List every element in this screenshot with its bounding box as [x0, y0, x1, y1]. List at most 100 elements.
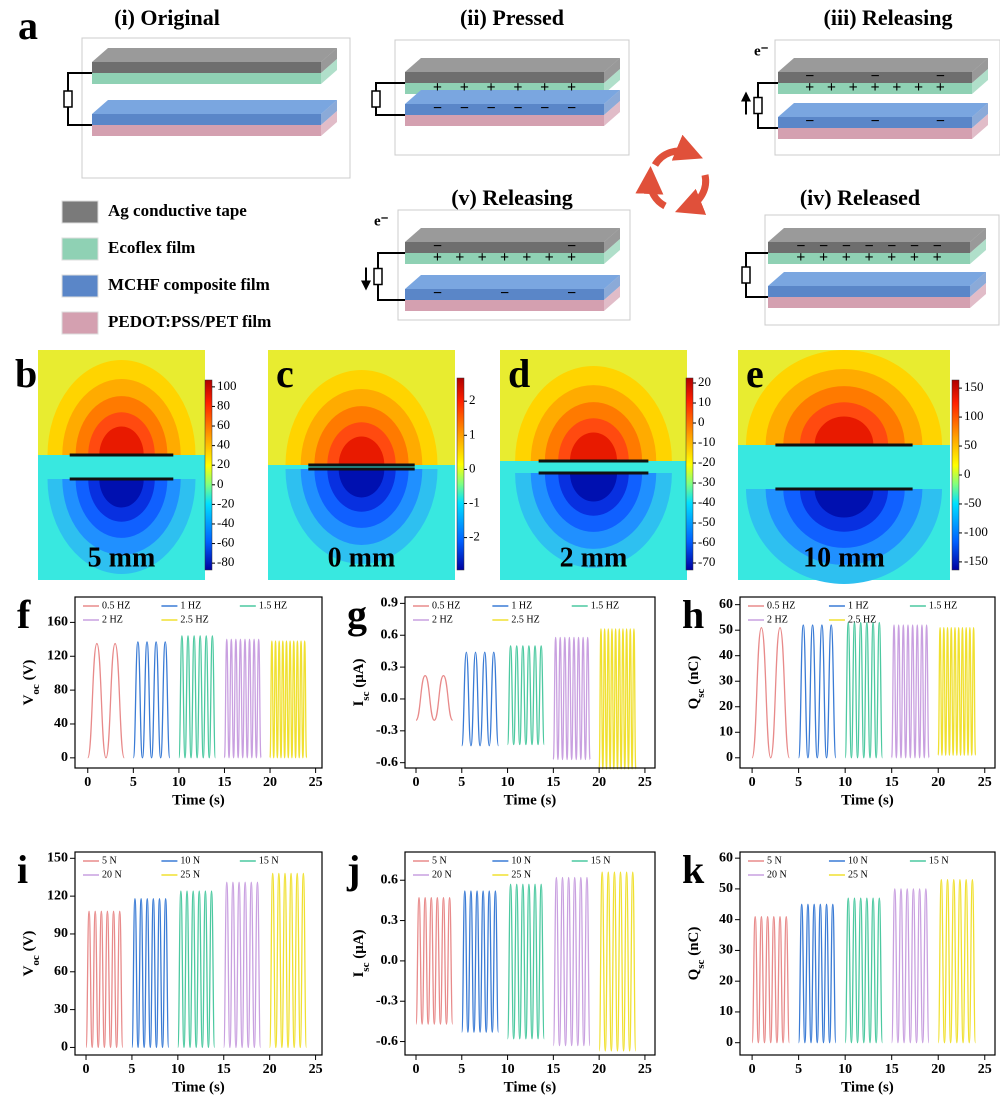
colorbar-tick-label: -30 [698, 474, 715, 489]
data-line [506, 883, 545, 1040]
electrode [308, 467, 415, 471]
legend-label: Ag conductive tape [108, 201, 247, 220]
colorbar [204, 379, 213, 571]
x-tick-label: 20 [931, 775, 945, 790]
x-tick-label: 5 [128, 1062, 135, 1077]
layer-top [405, 90, 620, 104]
layer-front [768, 253, 970, 264]
legend-label: 2 HZ [432, 614, 453, 625]
colorbar-tick-label: -40 [698, 494, 715, 509]
y-tick-label: 50 [719, 881, 733, 896]
layer-top [778, 58, 988, 72]
y-tick-label: -0.3 [376, 993, 398, 1008]
resistor [371, 90, 381, 108]
distance-label: 2 mm [560, 542, 628, 573]
y-tick-label: -0.6 [376, 1034, 398, 1049]
layer-side [604, 275, 620, 300]
layer-side [604, 101, 620, 126]
electrode [775, 443, 913, 447]
data-line [85, 910, 124, 1049]
y-tick-label: 0.6 [381, 627, 399, 642]
y-axis-label-part: I [351, 972, 367, 978]
y-axis-label: Isc (μA) [351, 929, 371, 977]
y-axis-label-part: (μA) [351, 658, 367, 691]
layer-side [604, 286, 620, 311]
legend-label: MCHF composite film [108, 275, 270, 294]
electrode [69, 453, 174, 457]
x-tick-label: 0 [749, 1062, 756, 1077]
layer-front [92, 73, 321, 84]
colorbar-tick-label: 2 [469, 392, 476, 407]
y-axis-label-part: sc [695, 959, 707, 968]
colorbar-tick-label: -1 [469, 494, 480, 509]
layer-front [405, 300, 604, 311]
panel-label: h [682, 592, 704, 637]
legend-label: Ecoflex film [108, 238, 195, 257]
data-line [506, 645, 545, 746]
layer-side [604, 90, 620, 115]
plot-frame [74, 851, 323, 1056]
layer-front [92, 114, 321, 125]
y-axis-label-part: sc [360, 691, 372, 700]
data-line [751, 626, 790, 759]
colorbar-tick-label: -150 [964, 553, 988, 568]
y-axis-label: Isc (μA) [351, 658, 371, 706]
panel-label: g [347, 592, 367, 637]
panel-label: i [17, 847, 28, 892]
colorbar-tick-label: 100 [217, 378, 237, 393]
plot-frame [739, 596, 996, 769]
x-tick-label: 10 [171, 1062, 185, 1077]
y-tick-label: 50 [719, 622, 733, 637]
y-axis-label: Voc (V) [21, 660, 41, 706]
y-axis-label-part: sc [360, 962, 372, 971]
panel-label: j [346, 847, 360, 892]
legend-label: 1 HZ [180, 600, 201, 611]
cycle-arrows [635, 134, 710, 215]
colorbar-tick-label: 40 [217, 437, 230, 452]
y-axis-label-part: I [351, 701, 367, 707]
colorbar [951, 379, 960, 571]
cycle-arrow [651, 134, 703, 167]
x-tick-label: 10 [838, 775, 852, 790]
layer-front [405, 242, 604, 253]
data-line [132, 641, 171, 759]
data-line [461, 890, 500, 1033]
layer-front [92, 125, 321, 136]
colorbar-tick-label: 0 [698, 414, 705, 429]
field-contour [569, 432, 618, 461]
legend-label: 10 N [848, 855, 868, 866]
panel-label: e [746, 351, 764, 396]
data-line [598, 628, 637, 770]
x-tick-label: 15 [217, 1062, 231, 1077]
legend-label: 1.5 HZ [929, 600, 957, 611]
colorbar-tick-label: 10 [698, 394, 711, 409]
layer-side [604, 228, 620, 253]
y-tick-label: 10 [719, 724, 733, 739]
data-line [552, 636, 591, 761]
layer-front [778, 128, 972, 139]
colorbar-tick-label: 0 [469, 460, 476, 475]
data-line [177, 890, 216, 1049]
x-tick-label: 5 [458, 1062, 465, 1077]
layer-top [405, 58, 620, 72]
state-title: (iii) Releasing [824, 5, 953, 30]
layer-top [405, 228, 620, 242]
y-tick-label: 40 [719, 912, 733, 927]
x-tick-label: 25 [978, 1062, 992, 1077]
y-axis-label-part: V [21, 965, 37, 976]
layer-side [604, 239, 620, 264]
legend-label: 20 N [102, 869, 122, 880]
y-tick-label: 40 [719, 648, 733, 663]
y-tick-label: -0.3 [376, 723, 398, 738]
legend-label: 25 N [180, 869, 200, 880]
colorbar [685, 377, 694, 571]
legend-label: 5 N [767, 855, 782, 866]
electrode [308, 463, 415, 467]
layer-side [972, 114, 988, 139]
colorbar-tick-label: -70 [698, 554, 715, 569]
panel-label: k [682, 847, 705, 892]
colorbar-tick-label: 80 [217, 397, 230, 412]
data-line [415, 674, 454, 721]
y-tick-label: 20 [719, 699, 733, 714]
layer-side [321, 48, 337, 73]
